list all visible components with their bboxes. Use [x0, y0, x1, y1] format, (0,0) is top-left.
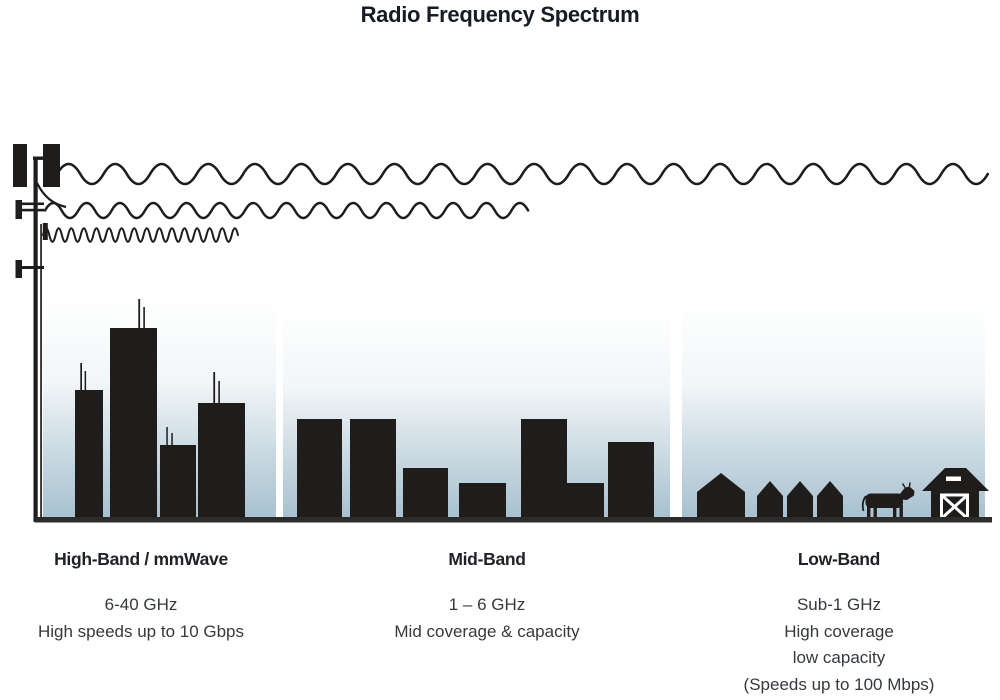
building [567, 483, 604, 520]
low-band-column: Low-Band Sub-1 GHz High coverage low cap… [689, 549, 989, 698]
cell-tower-icon [13, 144, 67, 522]
rooftop-antenna [213, 372, 216, 404]
building [459, 483, 506, 520]
house [787, 481, 813, 520]
house [697, 473, 745, 520]
feed-cable [36, 182, 67, 209]
antenna-arm [15, 208, 44, 212]
building [608, 442, 654, 520]
rooftop-antenna [143, 307, 145, 329]
barn-icon [922, 468, 989, 520]
antenna-arm [15, 202, 44, 206]
building [350, 419, 396, 520]
antenna-panel-left [13, 144, 27, 187]
ground-line [35, 517, 992, 523]
mid-band-wave-medium [43, 201, 530, 220]
diagram-title: Radio Frequency Spectrum [360, 2, 640, 27]
mid-band-skyline [297, 419, 654, 520]
low-band-description: High coverage [784, 621, 894, 641]
mid-band-label: Mid-Band [448, 549, 526, 569]
building [521, 419, 567, 520]
building [297, 419, 342, 520]
rooftop-antenna [171, 433, 173, 446]
skyscraper-tallest [110, 328, 157, 520]
tower-cap [33, 156, 44, 160]
rooftop-antenna [80, 363, 82, 391]
high-band-description: High speeds up to 10 Gbps [37, 621, 245, 641]
low-band-label: Low-Band [797, 549, 881, 569]
high-band-skyline [75, 299, 245, 520]
low-band-frequency: Sub-1 GHz [796, 595, 882, 614]
skyscraper [160, 445, 196, 520]
mid-band-column: Mid-Band 1 – 6 GHz Mid coverage & capaci… [362, 549, 612, 645]
skyscraper [198, 403, 245, 520]
high-band-frequency: 6-40 GHz [104, 595, 178, 614]
rooftop-antenna [166, 427, 168, 446]
antenna-panel-right [43, 144, 60, 187]
cow-icon [861, 482, 915, 520]
house [817, 481, 843, 520]
low-band-description: low capacity [792, 648, 886, 667]
high-band-column: High-Band / mmWave 6-40 GHz High speeds … [16, 549, 266, 645]
building [403, 468, 448, 520]
tower-mast-thin [40, 224, 42, 522]
mid-band-frequency: 1 – 6 GHz [448, 595, 526, 614]
rooftop-antenna [138, 299, 141, 329]
spectrum-scene-illustration [13, 144, 992, 523]
house [757, 481, 783, 520]
barn-door-cross [940, 493, 969, 520]
low-band-wave-long [55, 162, 990, 186]
barn-loft-slot [946, 476, 961, 481]
rooftop-antenna [84, 371, 87, 391]
mid-band-description: Mid coverage & capacity [394, 621, 580, 641]
high-band-wave-short [42, 227, 239, 243]
antenna-arm [15, 266, 44, 269]
high-band-label: High-Band / mmWave [54, 549, 228, 569]
tower-mast [33, 158, 38, 522]
low-band-farm [697, 468, 989, 520]
rooftop-antenna [218, 381, 220, 404]
skyscraper [75, 390, 103, 520]
antenna-small-right [42, 223, 48, 240]
low-band-description: (Speeds up to 100 Mbps) [743, 674, 935, 694]
